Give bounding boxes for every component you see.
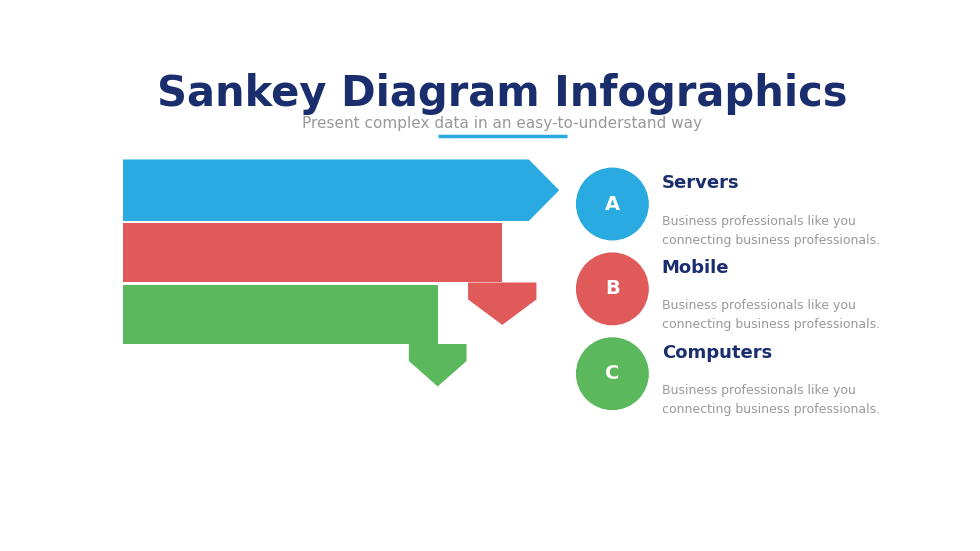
Polygon shape	[122, 223, 502, 283]
Text: C: C	[606, 364, 619, 383]
Text: B: B	[605, 279, 619, 298]
Text: Business professionals like you
connecting business professionals.: Business professionals like you connecti…	[662, 214, 880, 247]
Text: Business professionals like you
connecting business professionals.: Business professionals like you connecti…	[662, 385, 880, 417]
Polygon shape	[122, 159, 560, 221]
Text: Computers: Computers	[662, 343, 772, 361]
Polygon shape	[122, 285, 438, 344]
Text: Servers: Servers	[662, 174, 739, 192]
Text: Mobile: Mobile	[662, 258, 729, 277]
Ellipse shape	[576, 168, 649, 240]
Text: Sankey Diagram Infographics: Sankey Diagram Infographics	[157, 73, 848, 115]
Ellipse shape	[576, 337, 649, 410]
Polygon shape	[409, 344, 466, 386]
Text: Business professionals like you
connecting business professionals.: Business professionals like you connecti…	[662, 300, 880, 332]
Ellipse shape	[576, 252, 649, 325]
Text: Present complex data in an easy-to-understand way: Present complex data in an easy-to-under…	[302, 116, 703, 131]
Polygon shape	[468, 283, 536, 325]
Text: A: A	[605, 195, 620, 213]
